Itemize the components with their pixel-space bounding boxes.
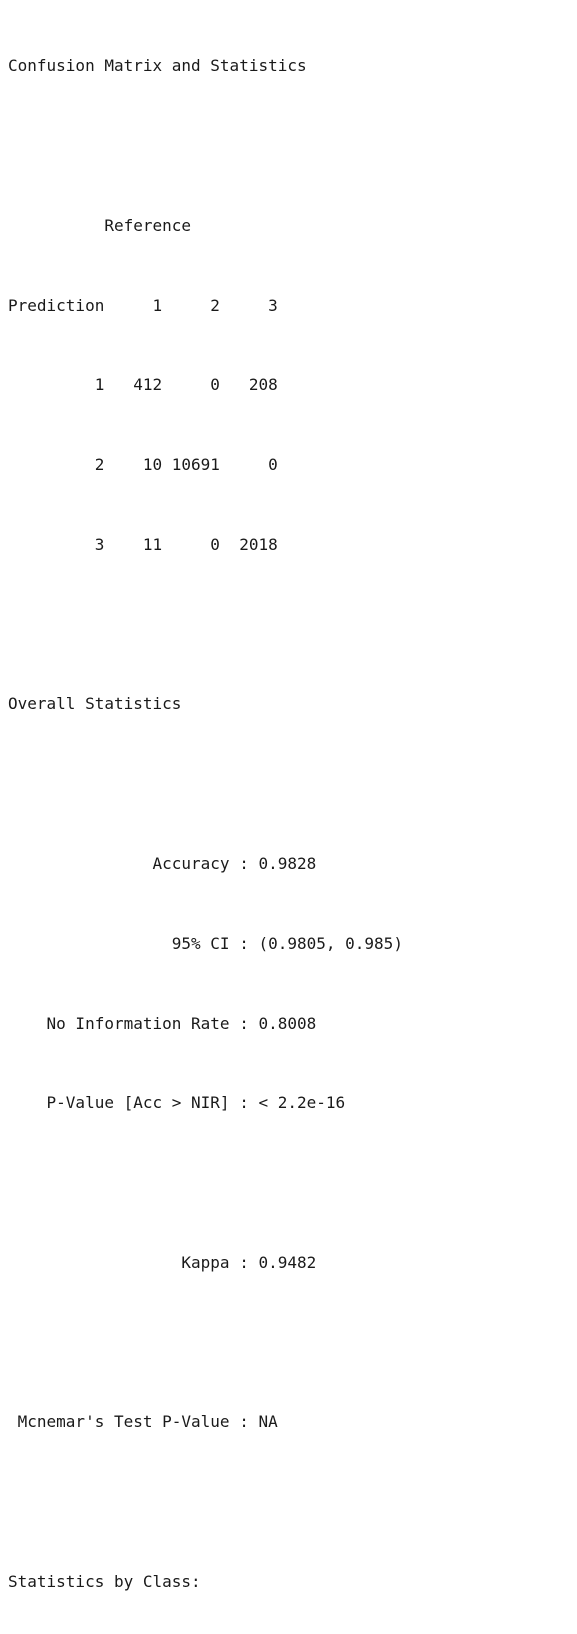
no-information-rate-line: No Information Rate : 0.8008 — [8, 1013, 317, 1033]
confidence-interval-line: 95% CI : (0.9805, 0.985) — [8, 933, 403, 953]
confusion-matrix-row-3: 3 11 0 2018 — [8, 534, 278, 554]
blank-line — [8, 133, 461, 160]
console-output: Confusion Matrix and Statistics Referenc… — [8, 0, 461, 1634]
confusion-matrix-column-header: Prediction 1 2 3 — [8, 295, 278, 315]
overall-statistics-heading: Overall Statistics — [8, 694, 182, 714]
confusion-matrix-row-1: 1 412 0 208 — [8, 375, 278, 395]
p-value-line: P-Value [Acc > NIR] : < 2.2e-16 — [8, 1093, 346, 1113]
blank-line — [8, 1489, 461, 1516]
confusion-matrix-reference-header: Reference — [8, 215, 192, 235]
statistics-by-class-heading: Statistics by Class: — [8, 1572, 201, 1592]
mcnemar-test-line: Mcnemar's Test P-Value : NA — [8, 1412, 278, 1432]
accuracy-line: Accuracy : 0.9828 — [8, 854, 317, 873]
kappa-line: Kappa : 0.9482 — [8, 1252, 317, 1272]
blank-line — [8, 1330, 461, 1357]
output-title: Confusion Matrix and Statistics — [8, 56, 307, 76]
blank-line — [8, 612, 461, 639]
confusion-matrix-row-2: 2 10 10691 0 — [8, 455, 278, 475]
blank-line — [8, 771, 461, 798]
blank-line — [8, 1170, 461, 1197]
